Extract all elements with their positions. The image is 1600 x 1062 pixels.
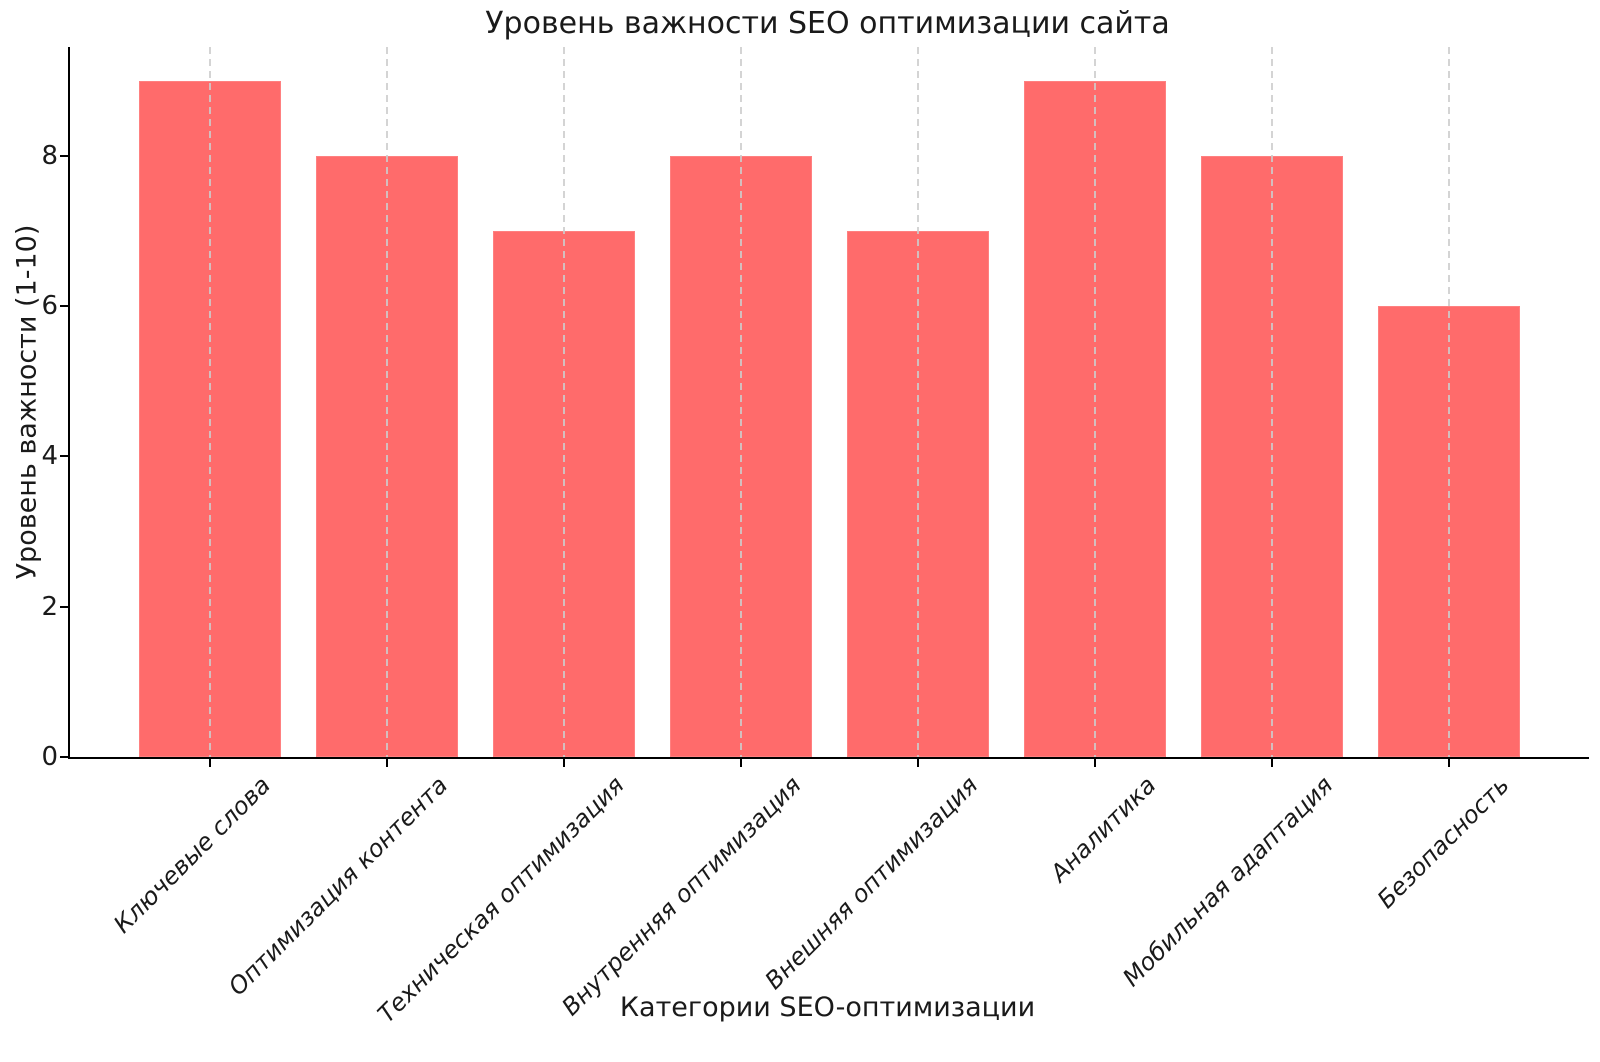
x-tick-mark	[1271, 759, 1274, 767]
y-tick-label: 6	[41, 291, 58, 322]
x-tick-label: Безопасность	[1372, 771, 1515, 914]
gridline	[562, 47, 565, 757]
chart-title: Уровень важности SEO оптимизации сайта	[485, 6, 1170, 41]
x-tick-mark	[1448, 759, 1451, 767]
x-tick-mark	[1094, 759, 1097, 767]
y-tick-label: 0	[41, 742, 58, 772]
x-tick-mark	[385, 759, 388, 767]
x-tick-mark	[917, 759, 920, 767]
x-tick-mark	[562, 759, 565, 767]
x-tick-mark	[739, 759, 742, 767]
x-tick-label: Внешняя оптимизация	[759, 771, 984, 995]
y-tick-label: 4	[41, 441, 58, 472]
gridline	[1448, 47, 1451, 757]
gridline	[1094, 47, 1097, 757]
y-tick-mark	[60, 455, 68, 458]
x-axis-label: Категории SEO-оптимизации	[619, 992, 1036, 1023]
x-tick-label: Мобильная адаптация	[1116, 771, 1338, 992]
y-tick-mark	[60, 605, 68, 608]
y-tick-mark	[60, 154, 68, 157]
gridline	[385, 47, 388, 757]
y-tick-label: 8	[41, 140, 58, 171]
gridline	[917, 47, 920, 757]
x-tick-mark	[208, 759, 211, 767]
y-tick-label: 2	[41, 591, 58, 622]
x-tick-label: Аналитика	[1044, 771, 1161, 888]
gridline	[1271, 47, 1274, 757]
y-tick-mark	[60, 756, 68, 758]
x-tick-label: Ключевые слова	[108, 771, 276, 939]
y-tick-mark	[60, 305, 68, 308]
y-axis-label: Уровень важности (1-10)	[11, 224, 43, 580]
plot-area: Ключевые слова Оптимизация контента Технич…	[41, 47, 1589, 1028]
gridline	[739, 47, 742, 757]
gridline	[208, 47, 211, 757]
